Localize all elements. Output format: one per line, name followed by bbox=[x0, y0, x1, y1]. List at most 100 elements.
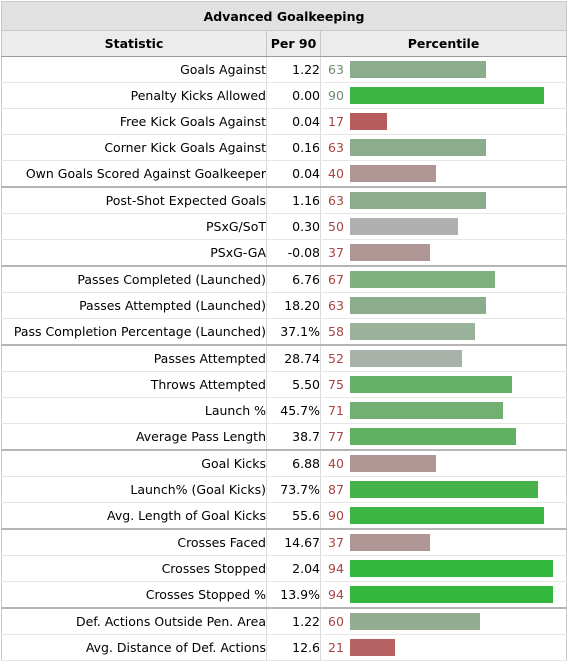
column-header-statistic[interactable]: Statistic bbox=[1, 30, 267, 57]
percentile-bar bbox=[350, 534, 430, 551]
percentile-bar-track bbox=[350, 507, 560, 524]
percentile-bar bbox=[350, 297, 486, 314]
percentile-bar-track bbox=[350, 586, 560, 603]
per90-value: 0.04 bbox=[266, 108, 321, 135]
column-header-per90[interactable]: Per 90 bbox=[266, 30, 321, 57]
percentile-bar bbox=[350, 455, 436, 472]
percentile-bar-track bbox=[350, 244, 560, 261]
percentile-value: 63 bbox=[328, 140, 344, 155]
per90-value: 0.04 bbox=[266, 160, 321, 188]
per90-value: 38.7 bbox=[266, 423, 321, 451]
percentile-bar-track bbox=[350, 455, 560, 472]
stat-label: Goals Against bbox=[1, 56, 267, 83]
percentile-bar bbox=[350, 586, 553, 603]
stat-label: Passes Completed (Launched) bbox=[1, 265, 267, 293]
percentile-bar bbox=[350, 560, 553, 577]
percentile-bar-track bbox=[350, 323, 560, 340]
percentile-cell: 37 bbox=[320, 239, 567, 267]
column-header-percentile[interactable]: Percentile bbox=[319, 30, 567, 57]
table-row: Goals Against 1.22 63 bbox=[1, 56, 567, 83]
percentile-bar-track bbox=[350, 192, 560, 209]
table-row: Free Kick Goals Against 0.04 17 bbox=[1, 108, 567, 135]
per90-value: 12.6 bbox=[266, 634, 321, 661]
percentile-bar-track bbox=[350, 402, 560, 419]
table-header-row: Statistic Per 90 Percentile bbox=[1, 30, 567, 57]
percentile-value: 52 bbox=[328, 351, 344, 366]
percentile-bar-track bbox=[350, 297, 560, 314]
percentile-value: 63 bbox=[328, 298, 344, 313]
per90-value: 1.22 bbox=[266, 607, 321, 635]
percentile-value: 17 bbox=[328, 114, 344, 129]
table-caption: Advanced Goalkeeping bbox=[0, 1, 567, 31]
percentile-bar bbox=[350, 244, 430, 261]
table-row: Pass Completion Percentage (Launched) 37.… bbox=[1, 318, 567, 346]
per90-value: 73.7% bbox=[266, 476, 321, 503]
percentile-value: 60 bbox=[328, 614, 344, 629]
table-row: Avg. Length of Goal Kicks 55.6 90 bbox=[1, 502, 567, 530]
table-row: Corner Kick Goals Against 0.16 63 bbox=[1, 134, 567, 161]
per90-value: 6.76 bbox=[266, 265, 321, 293]
percentile-value: 21 bbox=[328, 640, 344, 655]
percentile-value: 37 bbox=[328, 245, 344, 260]
percentile-bar bbox=[350, 376, 512, 393]
table-row: PSxG-GA -0.08 37 bbox=[1, 239, 567, 267]
percentile-bar bbox=[350, 87, 544, 104]
table-row: Average Pass Length 38.7 77 bbox=[1, 423, 567, 451]
per90-value: -0.08 bbox=[266, 239, 321, 267]
percentile-cell: 94 bbox=[320, 581, 567, 609]
table-row: Crosses Stopped % 13.9% 94 bbox=[1, 581, 567, 609]
percentile-cell: 77 bbox=[320, 423, 567, 451]
percentile-cell: 37 bbox=[320, 528, 567, 556]
percentile-bar bbox=[350, 507, 544, 524]
percentile-bar bbox=[350, 350, 462, 367]
percentile-bar-track bbox=[350, 428, 560, 445]
percentile-cell: 71 bbox=[320, 397, 567, 424]
percentile-cell: 63 bbox=[320, 56, 567, 83]
percentile-bar-track bbox=[350, 61, 560, 78]
table-row: Passes Attempted (Launched) 18.20 63 bbox=[1, 292, 567, 319]
table-row: Penalty Kicks Allowed 0.00 90 bbox=[1, 82, 567, 109]
percentile-bar bbox=[350, 113, 387, 130]
percentile-cell: 75 bbox=[320, 371, 567, 398]
table-body: Goals Against 1.22 63 Penalty Kicks Allowed… bbox=[1, 56, 567, 661]
stat-label: Post-Shot Expected Goals bbox=[1, 186, 267, 214]
percentile-value: 40 bbox=[328, 456, 344, 471]
percentile-cell: 63 bbox=[320, 186, 567, 214]
per90-value: 1.16 bbox=[266, 186, 321, 214]
stat-label: Pass Completion Percentage (Launched) bbox=[1, 318, 267, 346]
stat-label: Avg. Length of Goal Kicks bbox=[1, 502, 267, 530]
percentile-cell: 90 bbox=[320, 502, 567, 530]
percentile-bar-track bbox=[350, 271, 560, 288]
percentile-cell: 90 bbox=[320, 82, 567, 109]
per90-value: 37.1% bbox=[266, 318, 321, 346]
percentile-value: 94 bbox=[328, 561, 344, 576]
stat-label: PSxG/SoT bbox=[1, 213, 267, 240]
percentile-value: 90 bbox=[328, 88, 344, 103]
stat-label: Crosses Stopped % bbox=[1, 581, 267, 609]
table-row: Own Goals Scored Against Goalkeeper 0.04 4… bbox=[1, 160, 567, 188]
percentile-bar bbox=[350, 165, 436, 182]
percentile-cell: 52 bbox=[320, 344, 567, 372]
per90-value: 0.00 bbox=[266, 82, 321, 109]
per90-value: 0.16 bbox=[266, 134, 321, 161]
percentile-bar bbox=[350, 271, 495, 288]
table-caption-row: Advanced Goalkeeping bbox=[0, 1, 567, 31]
stat-label: Passes Attempted (Launched) bbox=[1, 292, 267, 319]
stat-label: Throws Attempted bbox=[1, 371, 267, 398]
percentile-bar-track bbox=[350, 639, 560, 656]
percentile-bar bbox=[350, 481, 538, 498]
table-row: Throws Attempted 5.50 75 bbox=[1, 371, 567, 398]
percentile-bar bbox=[350, 218, 458, 235]
percentile-value: 90 bbox=[328, 508, 344, 523]
percentile-cell: 60 bbox=[320, 607, 567, 635]
table-row: Post-Shot Expected Goals 1.16 63 bbox=[1, 186, 567, 214]
stat-label: Goal Kicks bbox=[1, 449, 267, 477]
table-row: Launch% (Goal Kicks) 73.7% 87 bbox=[1, 476, 567, 503]
table-row: Def. Actions Outside Pen. Area 1.22 60 bbox=[1, 607, 567, 635]
percentile-bar-track bbox=[350, 376, 560, 393]
stat-label: Crosses Stopped bbox=[1, 555, 267, 582]
table-row: PSxG/SoT 0.30 50 bbox=[1, 213, 567, 240]
per90-value: 45.7% bbox=[266, 397, 321, 424]
stat-label: Passes Attempted bbox=[1, 344, 267, 372]
percentile-cell: 40 bbox=[320, 449, 567, 477]
